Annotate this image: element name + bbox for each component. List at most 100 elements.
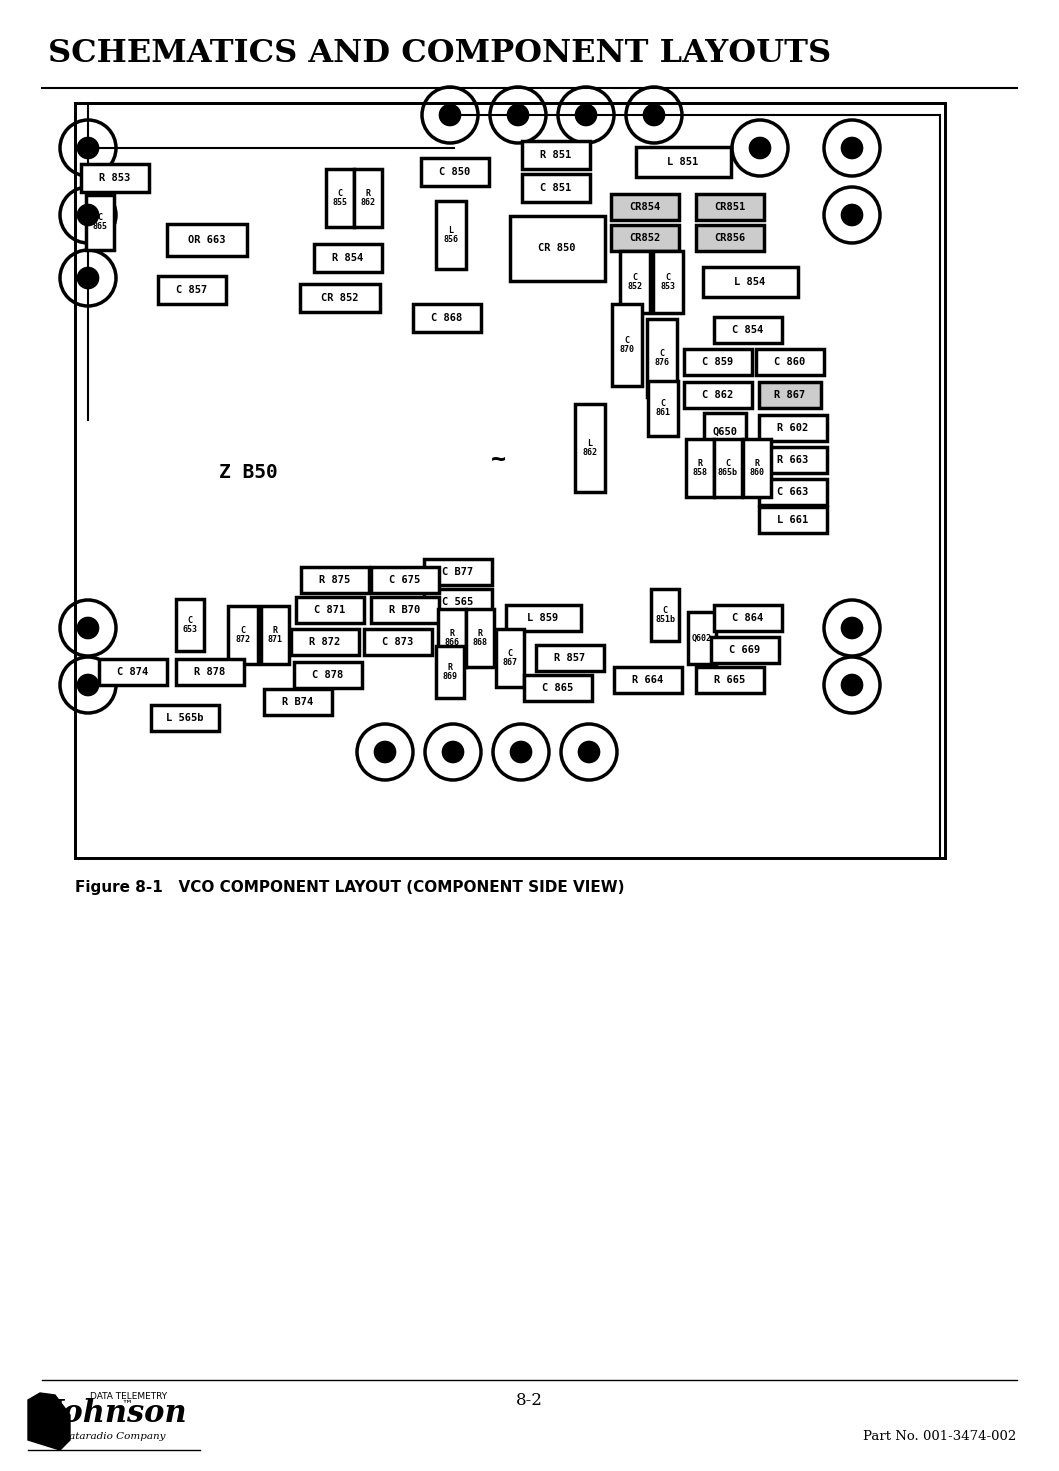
- Circle shape: [841, 204, 863, 225]
- Circle shape: [507, 104, 528, 125]
- Text: CR 850: CR 850: [538, 243, 576, 253]
- Circle shape: [841, 137, 863, 159]
- Bar: [436, 646, 464, 699]
- Circle shape: [510, 741, 532, 762]
- Bar: [686, 438, 714, 497]
- Text: Q602: Q602: [692, 634, 712, 643]
- Text: Part No. 001-3474-002: Part No. 001-3474-002: [863, 1430, 1017, 1443]
- Text: C 850: C 850: [439, 168, 470, 177]
- Text: R
869: R 869: [443, 663, 457, 681]
- Circle shape: [77, 137, 98, 159]
- Bar: [176, 659, 244, 685]
- Text: DATA TELEMETRY: DATA TELEMETRY: [90, 1392, 167, 1400]
- Bar: [294, 662, 362, 688]
- Text: R 867: R 867: [774, 390, 806, 400]
- Bar: [651, 588, 679, 641]
- Bar: [702, 268, 797, 297]
- Text: C 862: C 862: [702, 390, 734, 400]
- Circle shape: [575, 104, 596, 125]
- Text: C
852: C 852: [628, 274, 643, 291]
- Bar: [611, 225, 679, 252]
- Circle shape: [375, 741, 396, 762]
- Bar: [505, 605, 580, 631]
- Circle shape: [644, 104, 665, 125]
- Text: C 663: C 663: [777, 487, 809, 497]
- Text: C 878: C 878: [312, 669, 343, 680]
- Text: C 854: C 854: [733, 325, 764, 335]
- Circle shape: [77, 618, 98, 638]
- Circle shape: [841, 618, 863, 638]
- Bar: [371, 566, 439, 593]
- Text: CR854: CR854: [629, 202, 661, 212]
- Text: C 873: C 873: [382, 637, 414, 647]
- Bar: [696, 225, 764, 252]
- Text: R 875: R 875: [320, 575, 351, 585]
- Bar: [80, 163, 149, 193]
- Text: R 854: R 854: [333, 253, 363, 263]
- Text: C
861: C 861: [656, 400, 670, 416]
- Text: C 871: C 871: [315, 605, 345, 615]
- Circle shape: [578, 741, 599, 762]
- Bar: [297, 597, 364, 624]
- Bar: [684, 349, 752, 375]
- Text: C
865: C 865: [92, 213, 108, 231]
- Text: C 857: C 857: [177, 285, 208, 296]
- Text: C
870: C 870: [620, 337, 634, 353]
- Text: R B70: R B70: [390, 605, 420, 615]
- Text: C 865: C 865: [542, 683, 574, 693]
- Text: R
868: R 868: [472, 630, 487, 647]
- Text: ™: ™: [122, 1400, 133, 1411]
- Bar: [261, 606, 289, 663]
- Text: R 878: R 878: [195, 666, 226, 677]
- Text: Q650: Q650: [713, 427, 737, 437]
- Text: C 669: C 669: [730, 644, 760, 655]
- Text: C 675: C 675: [390, 575, 420, 585]
- Text: R
871: R 871: [268, 627, 283, 644]
- Text: CR851: CR851: [715, 202, 746, 212]
- Circle shape: [841, 674, 863, 696]
- Bar: [696, 194, 764, 221]
- Bar: [635, 147, 731, 177]
- Bar: [759, 447, 827, 474]
- Text: R 851: R 851: [540, 150, 572, 160]
- Text: C
876: C 876: [654, 350, 669, 366]
- Text: Z B50: Z B50: [218, 462, 277, 481]
- Bar: [413, 304, 481, 332]
- Circle shape: [439, 104, 461, 125]
- Text: C 864: C 864: [733, 613, 764, 624]
- Text: R 663: R 663: [777, 455, 809, 465]
- Bar: [176, 599, 204, 652]
- Text: L
856: L 856: [444, 227, 459, 244]
- Text: R
862: R 862: [360, 190, 376, 206]
- Bar: [759, 382, 821, 407]
- Bar: [436, 202, 466, 269]
- Bar: [228, 606, 258, 663]
- Bar: [371, 597, 439, 624]
- Bar: [438, 609, 466, 666]
- Bar: [522, 141, 590, 169]
- Bar: [759, 415, 827, 441]
- Text: C
865b: C 865b: [718, 459, 738, 477]
- Text: R
860: R 860: [750, 459, 765, 477]
- Text: C 565: C 565: [443, 597, 473, 608]
- Text: C 874: C 874: [118, 666, 148, 677]
- Bar: [86, 194, 114, 250]
- Circle shape: [77, 268, 98, 288]
- Bar: [151, 705, 219, 731]
- Bar: [424, 588, 492, 615]
- Bar: [300, 284, 380, 312]
- Text: L 661: L 661: [777, 515, 809, 525]
- Text: L 565b: L 565b: [166, 713, 203, 724]
- Bar: [759, 507, 827, 533]
- Circle shape: [443, 741, 464, 762]
- Text: C 868: C 868: [431, 313, 463, 324]
- Bar: [522, 174, 590, 202]
- Bar: [688, 612, 716, 663]
- Bar: [424, 559, 492, 585]
- Bar: [301, 566, 369, 593]
- Bar: [714, 316, 782, 343]
- Bar: [575, 405, 605, 491]
- Text: Figure 8-1   VCO COMPONENT LAYOUT (COMPONENT SIDE VIEW): Figure 8-1 VCO COMPONENT LAYOUT (COMPONE…: [75, 880, 625, 894]
- Bar: [653, 252, 683, 313]
- Bar: [524, 675, 592, 702]
